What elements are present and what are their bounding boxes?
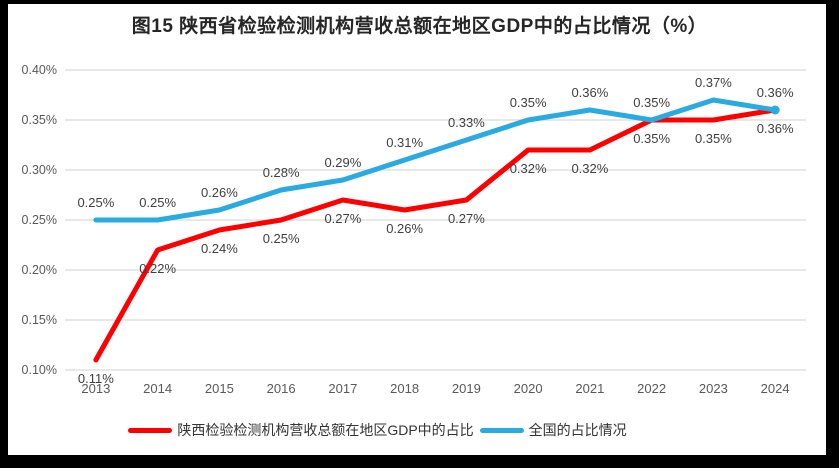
data-label: 0.31% — [386, 135, 423, 150]
x-tick-label: 2015 — [205, 381, 234, 396]
y-tick-label: 0.40% — [22, 63, 57, 77]
data-label: 0.35% — [695, 131, 732, 146]
y-tick-label: 0.25% — [22, 213, 57, 227]
legend-item-shaanxi: 陕西检验检测机构营收总额在地区GDP中的占比 — [128, 420, 474, 440]
y-tick-label: 0.30% — [22, 163, 57, 177]
data-label: 0.35% — [510, 95, 547, 110]
data-label: 0.11% — [78, 371, 114, 386]
data-label: 0.25% — [139, 195, 176, 210]
y-tick-label: 0.20% — [22, 263, 57, 277]
data-label: 0.26% — [386, 221, 423, 236]
red-line-swatch — [128, 427, 173, 433]
line-end-dot — [770, 105, 780, 115]
data-label: 0.22% — [139, 261, 176, 276]
x-tick-label: 2014 — [143, 381, 172, 396]
chart-title: 图15 陕西省检验检测机构营收总额在地区GDP中的占比情况（%） — [131, 16, 708, 37]
data-label: 0.32% — [571, 161, 608, 176]
data-label: 0.29% — [324, 155, 361, 170]
data-label: 0.35% — [633, 95, 670, 110]
legend-item-national: 全国的占比情况 — [479, 420, 627, 440]
x-tick-label: 2023 — [699, 381, 728, 396]
data-label: 0.27% — [448, 211, 485, 226]
data-label: 0.37% — [695, 75, 732, 90]
data-label: 0.35% — [633, 131, 670, 146]
chart-legend: 陕西检验检测机构营收总额在地区GDP中的占比 全国的占比情况 — [0, 419, 797, 441]
data-label: 0.32% — [510, 161, 547, 176]
data-label: 0.36% — [757, 121, 794, 136]
data-label: 0.36% — [757, 85, 794, 100]
x-tick-label: 2019 — [452, 381, 481, 396]
data-label: 0.25% — [77, 195, 114, 210]
x-tick-label: 2021 — [575, 381, 604, 396]
data-label: 0.26% — [201, 185, 238, 200]
y-tick-label: 0.10% — [22, 363, 57, 377]
x-tick-label: 2018 — [390, 381, 419, 396]
blue-line-swatch — [479, 427, 524, 433]
data-label: 0.27% — [324, 211, 361, 226]
chart-panel — [8, 4, 826, 455]
legend-label-shaanxi: 陕西检验检测机构营收总额在地区GDP中的占比 — [177, 422, 474, 438]
x-tick-label: 2017 — [328, 381, 357, 396]
series-line-shaanxi — [93, 107, 778, 363]
x-tick-label: 2020 — [514, 381, 543, 396]
series-line-national — [93, 97, 778, 223]
data-label: 0.28% — [263, 165, 300, 180]
x-tick-label: 2022 — [637, 381, 666, 396]
data-label: 0.36% — [571, 85, 608, 100]
x-tick-label: 2013 — [81, 381, 110, 396]
x-tick-label: 2016 — [267, 381, 296, 396]
y-tick-label: 0.35% — [22, 113, 57, 127]
data-label: 0.24% — [201, 241, 238, 256]
legend-label-national: 全国的占比情况 — [528, 422, 627, 438]
x-tick-label: 2024 — [761, 381, 790, 396]
y-tick-label: 0.15% — [22, 313, 57, 327]
data-label: 0.33% — [448, 115, 485, 130]
data-label: 0.25% — [263, 231, 300, 246]
